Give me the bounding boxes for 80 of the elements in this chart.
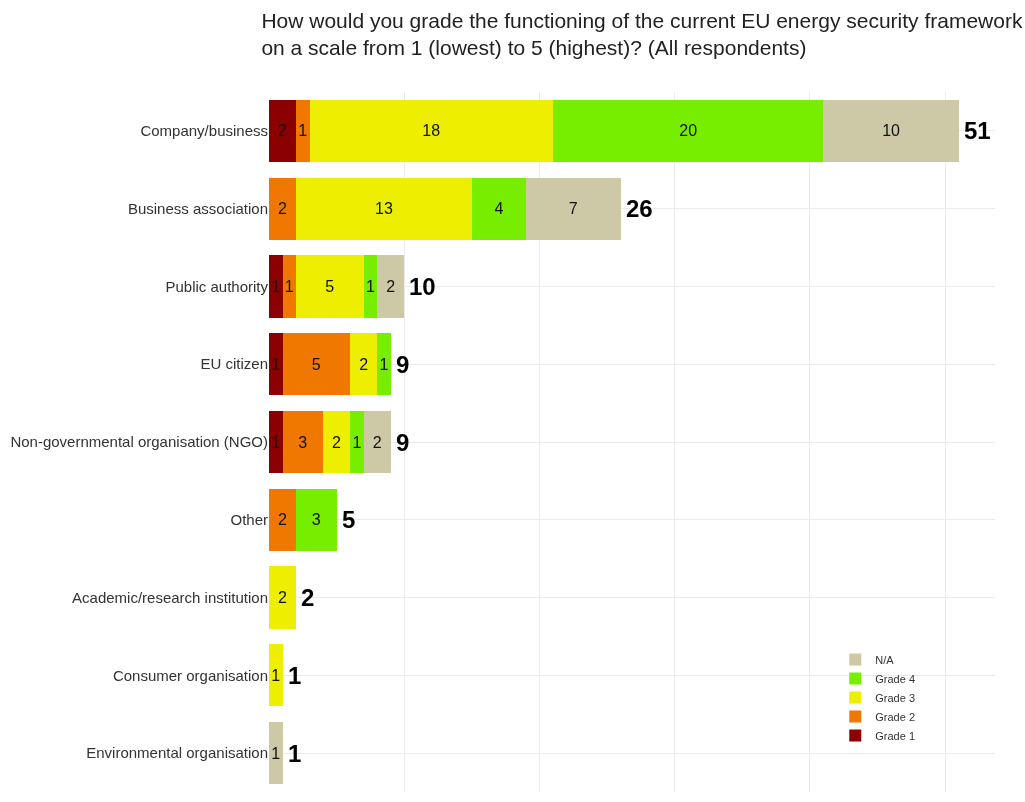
bar [471,177,526,240]
bar [282,410,324,474]
y-tick-label: Other [230,511,268,529]
total-label: 1 [288,662,302,689]
bar [309,99,553,162]
bar [377,333,391,396]
y-tick-label: Non-governmental organisation (NGO) [10,433,268,451]
data-label: 18 [422,122,441,140]
bar [377,255,405,318]
data-label: 1 [271,277,281,295]
data-label: 13 [375,200,393,218]
data-label: 2 [332,433,342,451]
data-label: 2 [386,277,396,295]
bar [296,177,472,240]
legend-label: N/A [875,653,895,666]
chart-title: How would you grade the functioning of the current EU energy security framework on a scale from 1 (lowest) to 5 (highest)? (All respondents) [261,9,1023,60]
bar [296,255,364,318]
data-label: 5 [325,277,335,295]
legend-label: Grade 2 [875,710,916,723]
data-label: 4 [494,200,504,218]
data-label: 1 [271,355,281,373]
bar [269,566,297,629]
bar [525,177,621,240]
bar [269,410,283,474]
bar [363,255,378,318]
y-tick-label: Company/business [140,122,268,140]
total-label: 10 [409,273,436,300]
data-label: 1 [284,277,294,295]
total-label: 26 [626,195,653,222]
total-label: 9 [396,351,410,378]
total-label: 1 [288,740,302,767]
data-label: 2 [372,433,382,451]
bar [296,99,310,162]
data-label: 5 [311,355,321,373]
total-label: 2 [301,584,315,611]
bar [269,488,297,551]
data-label: 1 [352,433,362,451]
bar [323,410,351,474]
bar [282,333,351,396]
data-label: 2 [359,355,369,373]
data-label: 2 [278,589,288,607]
data-label: 1 [271,433,281,451]
bar [296,488,337,551]
data-label: 10 [882,122,901,140]
bar [552,99,824,162]
bar [269,99,297,162]
data-label: 1 [298,122,308,140]
data-label: 2 [278,200,288,218]
data-label: 7 [568,200,578,218]
bar [363,410,391,474]
data-label: 1 [271,666,281,684]
y-tick-label: EU citizen [200,355,268,373]
data-label: 1 [379,355,389,373]
bar [823,99,959,162]
data-label: 1 [365,277,375,295]
total-label: 9 [396,429,410,456]
bar [269,255,283,318]
bar [269,177,297,240]
y-tick-label: Environmental organisation [86,744,268,762]
bar [269,644,283,707]
total-label: 51 [964,117,991,144]
bar [269,722,283,785]
y-tick-label: Academic/research institution [72,588,268,606]
data-label: 2 [278,122,288,140]
data-label: 3 [298,433,308,451]
legend-label: Grade 4 [875,672,916,685]
data-label: 1 [271,744,281,762]
legend-label: Grade 1 [875,729,916,742]
data-label: 2 [278,511,288,529]
legend-label: Grade 3 [875,691,916,704]
bar [350,410,364,474]
data-label: 20 [679,122,698,140]
total-label: 5 [342,506,356,533]
y-tick-label: Business association [127,199,268,217]
y-tick-label: Consumer organisation [112,666,268,684]
data-label: 3 [311,511,321,529]
bar [269,333,283,396]
bar [350,333,378,396]
bar [282,255,297,318]
y-tick-label: Public authority [165,277,269,295]
